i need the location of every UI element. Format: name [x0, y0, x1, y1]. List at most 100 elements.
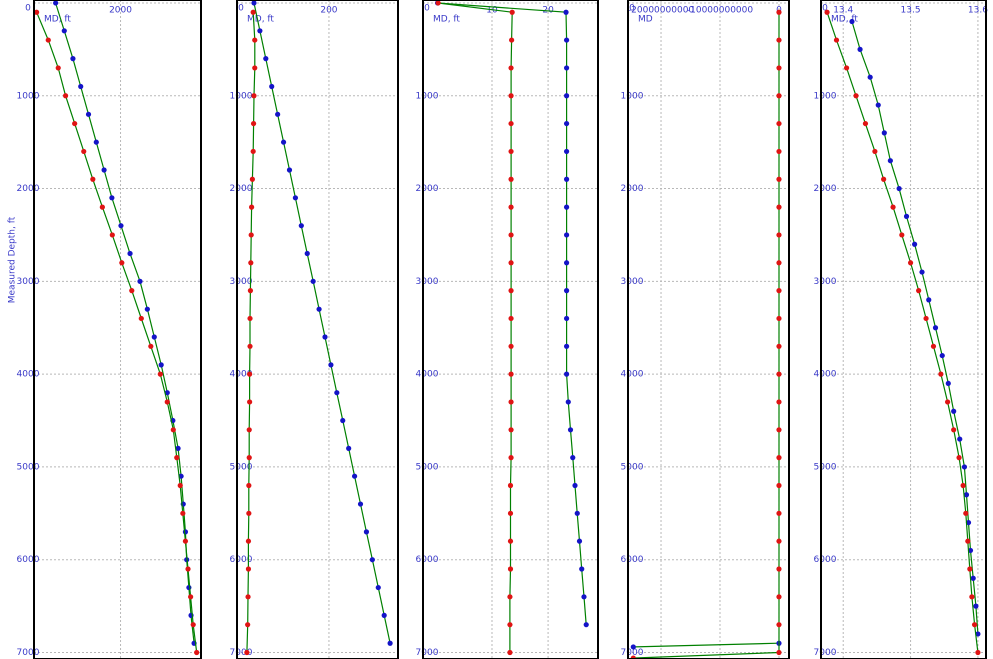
depth-tick-label: 5000 [17, 462, 40, 472]
data-point [194, 649, 200, 656]
data-point [776, 510, 782, 516]
data-point [72, 120, 78, 127]
data-point [776, 260, 782, 266]
depth-tick-label: 0 [822, 4, 828, 14]
data-point [862, 120, 869, 127]
depth-tick-label: 3000 [814, 277, 837, 287]
data-point [951, 427, 957, 433]
depth-tick-label: 7000 [621, 648, 644, 658]
data-point [257, 28, 263, 34]
data-point [246, 510, 252, 516]
data-point [186, 584, 192, 591]
data-point [164, 390, 170, 396]
data-point [164, 399, 170, 405]
data-point [508, 204, 514, 210]
data-point [174, 455, 180, 461]
data-point [872, 148, 878, 155]
track: 0 1000 2000 3000 4000 5000 6000 7000 -2000000000… [621, 0, 790, 659]
data-point [252, 65, 258, 71]
data-point [973, 603, 979, 609]
data-point [923, 315, 929, 322]
data-point [247, 315, 253, 322]
data-point [881, 176, 887, 182]
x-tick-label: 13.4 [833, 6, 853, 16]
data-point [630, 644, 636, 650]
data-point [951, 408, 957, 414]
data-point [903, 213, 910, 219]
data-point [776, 65, 782, 71]
data-point [157, 371, 163, 377]
data-point [508, 343, 514, 349]
depth-tick-label: 7000 [17, 648, 40, 658]
data-point [776, 371, 782, 377]
data-point [824, 9, 830, 15]
depth-tick-label: 5000 [230, 462, 253, 472]
x-tick-label: 200 [320, 6, 337, 16]
data-point [251, 93, 257, 99]
data-point [833, 37, 840, 43]
data-point [507, 538, 514, 544]
data-point [263, 56, 269, 62]
x-tick-label: 10 [486, 6, 498, 16]
data-point [244, 649, 250, 656]
data-point [182, 529, 189, 535]
depth-tick-label: 0 [629, 4, 635, 14]
data-point [907, 260, 914, 266]
depth-tick-label: 5000 [416, 462, 439, 472]
depth-tick-label: 2000 [17, 184, 40, 194]
series-line [55, 2, 195, 644]
data-point [563, 93, 570, 99]
data-point [881, 130, 887, 136]
series-line [36, 11, 198, 653]
data-point [251, 0, 257, 6]
data-point [246, 427, 252, 433]
data-point [563, 288, 570, 294]
data-point [965, 519, 972, 526]
series-line [253, 2, 391, 644]
depth-tick-label: 4000 [814, 370, 837, 380]
data-point [776, 176, 782, 182]
data-point [245, 594, 251, 600]
data-point [507, 482, 514, 489]
data-point [250, 148, 256, 155]
data-point [960, 482, 966, 489]
data-point [247, 371, 253, 377]
data-point [245, 538, 252, 544]
data-point [351, 473, 358, 479]
x-tick-label: 13.5 [901, 6, 921, 16]
data-point [316, 306, 322, 312]
data-point [776, 232, 782, 238]
data-point [507, 566, 514, 572]
data-point [776, 455, 782, 461]
data-point [127, 250, 133, 257]
data-point [119, 260, 125, 266]
data-point [70, 56, 76, 62]
data-point [508, 148, 514, 155]
data-point [188, 594, 194, 600]
data-point [138, 315, 144, 322]
data-point [563, 204, 570, 210]
data-point [252, 37, 258, 43]
data-point [969, 594, 975, 600]
series-line [851, 21, 979, 634]
data-point [369, 557, 375, 563]
data-point [250, 120, 257, 127]
data-point [247, 399, 253, 405]
depth-axis-label: MD, ft [831, 15, 858, 25]
data-point [509, 9, 515, 15]
data-point [965, 538, 971, 544]
series-line [438, 2, 513, 653]
data-point [563, 37, 570, 43]
data-point [576, 538, 583, 544]
data-point [387, 640, 393, 646]
data-point [180, 510, 186, 516]
data-point [247, 288, 254, 294]
data-point [435, 0, 441, 6]
data-point [175, 445, 181, 451]
data-point [109, 232, 115, 238]
data-point [867, 74, 873, 80]
data-point [280, 139, 287, 145]
depth-axis-label: MD [638, 15, 653, 25]
track: 0 1000 2000 3000 4000 5000 6000 7000 13.4 13.5 13.… [814, 0, 988, 659]
depth-tick-label: 6000 [416, 555, 439, 565]
